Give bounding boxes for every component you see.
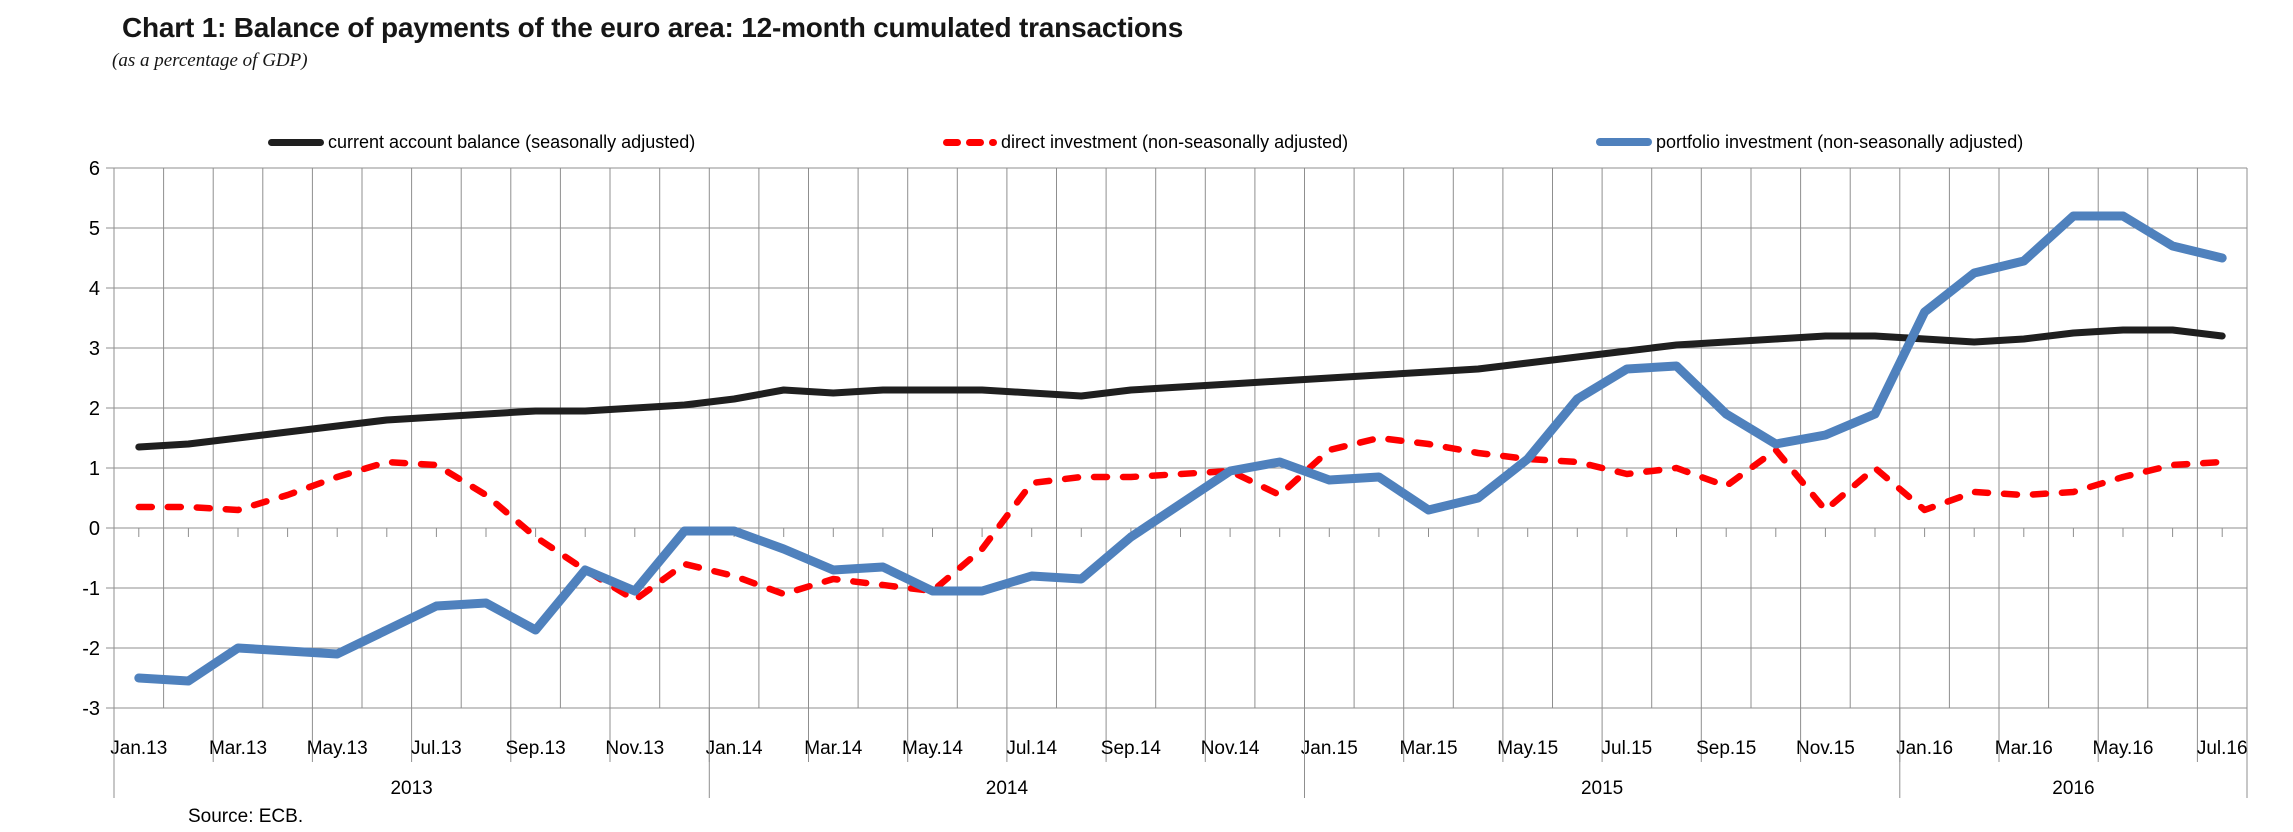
series-portfolio-investment-line [134,211,2227,686]
svg-text:5: 5 [89,218,100,240]
svg-text:Jul.14: Jul.14 [1006,738,1057,759]
legend-dashed-line-icon-direct-investment [943,138,997,146]
svg-text:May.13: May.13 [307,738,368,759]
series-current-account-line [135,326,2226,451]
svg-text:Mar.16: Mar.16 [1995,738,2053,759]
legend-label-portfolio-investment: portfolio investment (non-seasonally adj… [1656,131,2024,152]
svg-text:Jul.16: Jul.16 [2197,738,2248,759]
svg-text:2015: 2015 [1581,778,1623,799]
svg-text:Mar.14: Mar.14 [804,738,863,759]
svg-text:2016: 2016 [2052,778,2094,799]
legend-label-current-account: current account balance (seasonally adju… [328,131,696,152]
legend-item-direct-investment: direct investment (non-seasonally adjust… [943,130,1348,154]
svg-text:Sep.13: Sep.13 [505,738,565,759]
svg-text:May.16: May.16 [2093,738,2154,759]
svg-text:-1: -1 [82,578,100,600]
svg-text:Jan.15: Jan.15 [1301,738,1358,759]
svg-text:Mar.13: Mar.13 [209,738,267,759]
svg-text:0: 0 [89,518,100,540]
svg-text:Jan.13: Jan.13 [110,738,167,759]
legend-solid-line-icon-current-account [268,138,324,146]
svg-text:May.15: May.15 [1497,738,1558,759]
svg-text:3: 3 [89,338,100,360]
svg-text:6: 6 [89,158,100,180]
svg-text:2: 2 [89,398,100,420]
legend-label-direct-investment: direct investment (non-seasonally adjust… [1001,131,1349,152]
svg-text:Jul.15: Jul.15 [1602,738,1653,759]
svg-text:Nov.13: Nov.13 [605,738,664,759]
legend-solid-line-icon-portfolio-investment [1596,138,1652,146]
svg-text:-2: -2 [82,638,100,660]
svg-text:Sep.15: Sep.15 [1696,738,1756,759]
svg-text:May.14: May.14 [902,738,963,759]
chart-subtitle: (as a percentage of GDP) [112,50,308,71]
svg-text:Jan.14: Jan.14 [706,738,763,759]
legend-item-current-account: current account balance (seasonally adju… [268,130,695,154]
source-note: Source: ECB. [188,806,304,827]
svg-text:Nov.14: Nov.14 [1201,738,1260,759]
svg-text:Jan.16: Jan.16 [1896,738,1953,759]
svg-text:-3: -3 [82,698,100,720]
svg-text:2013: 2013 [390,778,432,799]
svg-text:1: 1 [89,458,100,480]
svg-text:Jul.13: Jul.13 [411,738,462,759]
svg-text:Sep.14: Sep.14 [1101,738,1162,759]
series-direct-investment-line [135,434,2226,604]
svg-text:2014: 2014 [986,778,1029,799]
svg-text:4: 4 [89,278,100,300]
svg-text:Mar.15: Mar.15 [1399,738,1457,759]
legend-item-portfolio-investment: portfolio investment (non-seasonally adj… [1596,130,2023,154]
svg-text:Nov.15: Nov.15 [1796,738,1855,759]
chart-title: Chart 1: Balance of payments of the euro… [122,12,1184,43]
